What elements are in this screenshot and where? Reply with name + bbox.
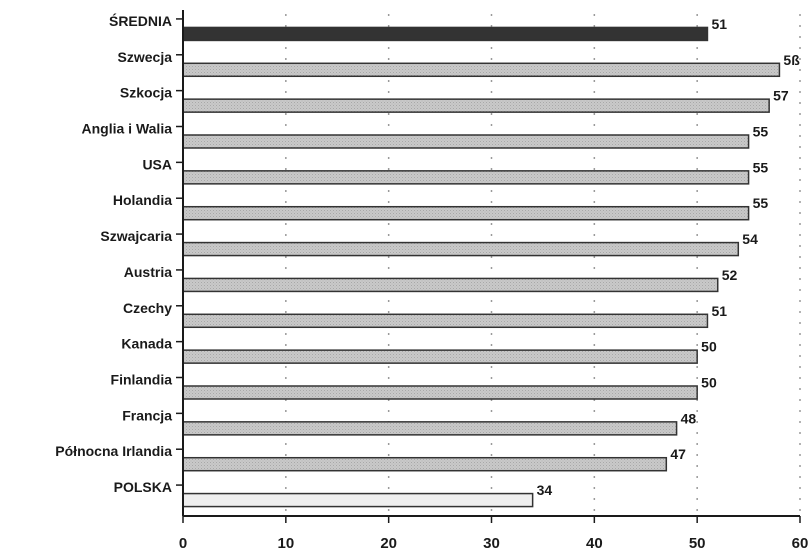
- category-label: Czechy: [123, 300, 172, 316]
- bar: [182, 205, 750, 221]
- x-tick-label: 60: [792, 535, 809, 552]
- bar: [182, 277, 719, 293]
- bar: [182, 134, 750, 149]
- category-labels: ŚREDNIA Szwecja Szkocja Anglia i Walia USA Ho…: [55, 12, 172, 495]
- category-label: Szwajcaria: [100, 228, 172, 244]
- grid-lines: [285, 14, 801, 516]
- value-label: 51: [711, 16, 727, 32]
- value-label: 57: [773, 88, 789, 104]
- x-tick-label: 10: [277, 535, 294, 552]
- category-label: USA: [142, 156, 172, 172]
- category-label: Anglia i Walia: [82, 121, 173, 137]
- x-tick-label: 50: [689, 535, 706, 552]
- x-tick-label: 30: [483, 535, 500, 552]
- axes: 0 10 20 30 40 50 60: [176, 10, 808, 552]
- value-label: 55: [753, 195, 769, 211]
- bar: [182, 62, 781, 78]
- bar: [182, 98, 770, 113]
- bar: [182, 385, 698, 400]
- bar: [182, 26, 709, 42]
- category-label: ŚREDNIA: [109, 12, 172, 29]
- bar: [182, 170, 750, 185]
- category-label: Szkocja: [120, 85, 172, 101]
- bars: [182, 26, 781, 508]
- value-label: 50: [701, 339, 717, 355]
- value-label: 47: [670, 446, 686, 462]
- value-labels: 51 5ß 57 55 55 55 54 52 51 50 50 48 47 34: [537, 16, 801, 498]
- category-label: Północna Irlandia: [55, 443, 172, 459]
- bar: [182, 349, 698, 364]
- value-label: 5ß: [783, 52, 800, 68]
- x-tick-label: 20: [380, 535, 397, 552]
- category-label: Szwecja: [118, 49, 173, 65]
- bar: [182, 313, 709, 329]
- x-tick-label: 0: [179, 535, 187, 552]
- category-label: Kanada: [121, 336, 172, 352]
- bar: [182, 456, 668, 472]
- bar: [182, 421, 678, 436]
- value-label: 55: [753, 124, 769, 140]
- value-label: 55: [753, 159, 769, 175]
- value-label: 54: [742, 231, 758, 247]
- category-label: Finlandia: [111, 372, 173, 388]
- bar: [182, 492, 534, 508]
- category-label: POLSKA: [114, 479, 172, 495]
- category-label: Holandia: [113, 192, 172, 208]
- category-label: Francja: [122, 407, 172, 423]
- x-tick-label: 40: [586, 535, 603, 552]
- value-label: 52: [722, 267, 738, 283]
- value-label: 48: [681, 410, 697, 426]
- category-label: Austria: [124, 264, 172, 280]
- value-label: 51: [711, 303, 727, 319]
- bar: [182, 241, 740, 257]
- value-label: 34: [537, 482, 553, 498]
- value-label: 50: [701, 375, 717, 391]
